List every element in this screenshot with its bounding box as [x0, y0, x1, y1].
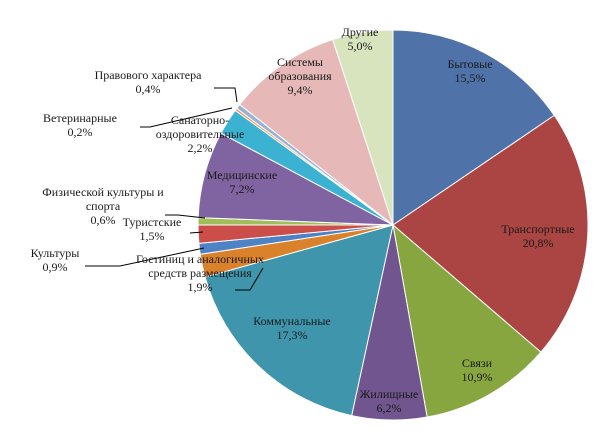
slice-label: Правового характера 0,4% — [95, 68, 203, 96]
pie-slice — [392, 114, 589, 353]
slice-name-label: Бытовые — [447, 57, 492, 71]
slice-name-label: Жилищные — [360, 387, 419, 401]
slice-name-label: Правового характера — [95, 68, 203, 82]
leader-line — [235, 267, 264, 291]
slice-value-label: 0,9% — [43, 260, 68, 274]
slice-value-label: 9,4% — [288, 83, 313, 97]
slice-label: Гостиниц и аналогичных средств размещения… — [136, 252, 264, 294]
slice-name-label: Культуры — [31, 246, 80, 260]
slice-name-label: Системы — [277, 55, 323, 69]
leader-line — [140, 107, 233, 128]
pie-slices — [197, 29, 589, 421]
slice-value-label: 0,4% — [136, 82, 161, 96]
slice-label: Туристские 1,5% — [123, 215, 182, 243]
slice-label: Связи 10,9% — [462, 356, 493, 384]
leader-line — [165, 214, 206, 219]
slice-value-label: 0,2% — [68, 125, 93, 139]
slice-name-label: Ветеринарные — [43, 111, 117, 125]
slice-name-label: Медицинские — [207, 168, 277, 182]
slice-label: Системы образования 9,4% — [268, 55, 332, 97]
slice-name-label: оздоровительные — [156, 127, 245, 141]
pie-slice — [392, 223, 542, 418]
slice-value-label: 0,6% — [91, 213, 116, 227]
pie-slice — [392, 29, 555, 226]
slice-labels: Бытовые 15,5% Транспортные 20,8% Связи 10,9% Ж… — [31, 25, 575, 415]
leader-lines — [85, 87, 264, 291]
slice-label: Санаторно-оздоровительные 2,2% — [156, 113, 245, 155]
slice-value-label: 10,9% — [462, 370, 493, 384]
slice-value-label: 15,5% — [455, 71, 486, 85]
slice-value-label: 20,8% — [523, 236, 554, 250]
pie-slice — [332, 29, 394, 226]
slice-name-label: Гостиниц и аналогичных — [136, 252, 264, 266]
slice-name-label: средств размещения — [148, 266, 252, 280]
pie-slice — [204, 224, 394, 417]
slice-value-label: 5,0% — [348, 39, 373, 53]
slice-name-label: Другие — [342, 25, 379, 39]
slice-name-label: Связи — [462, 356, 493, 370]
slice-name-label: Санаторно- — [171, 113, 229, 127]
slice-label: Другие 5,0% — [342, 25, 379, 53]
slice-value-label: 2,2% — [188, 141, 213, 155]
slice-value-label: 17,3% — [277, 328, 308, 342]
slice-name-label: Транспортные — [501, 222, 574, 236]
slice-label: Бытовые 15,5% — [447, 57, 492, 85]
slice-name-label: Физической культуры и — [42, 185, 164, 199]
slice-value-label: 1,5% — [140, 229, 165, 243]
slice-name-label: образования — [268, 69, 332, 83]
slice-label: Физической культуры и спорта 0,6% — [42, 185, 164, 227]
slice-label: Коммунальные 17,3% — [253, 314, 331, 342]
slice-label: Ветеринарные 0,2% — [43, 111, 117, 139]
pie-slice — [238, 38, 394, 227]
slice-label: Жилищные 6,2% — [360, 387, 419, 415]
leader-line — [85, 247, 205, 267]
slice-label: Культуры 0,9% — [31, 246, 80, 274]
slice-name-label: Коммунальные — [253, 314, 331, 328]
slice-value-label: 1,9% — [188, 280, 213, 294]
leader-line — [214, 87, 238, 103]
slice-label: Транспортные 20,8% — [501, 222, 574, 250]
slice-label: Медицинские 7,2% — [207, 168, 277, 196]
leader-line — [189, 231, 204, 234]
slice-value-label: 7,2% — [230, 182, 255, 196]
slice-name-label: Туристские — [123, 215, 182, 229]
slice-value-label: 6,2% — [377, 401, 402, 415]
slice-name-label: спорта — [86, 199, 121, 213]
